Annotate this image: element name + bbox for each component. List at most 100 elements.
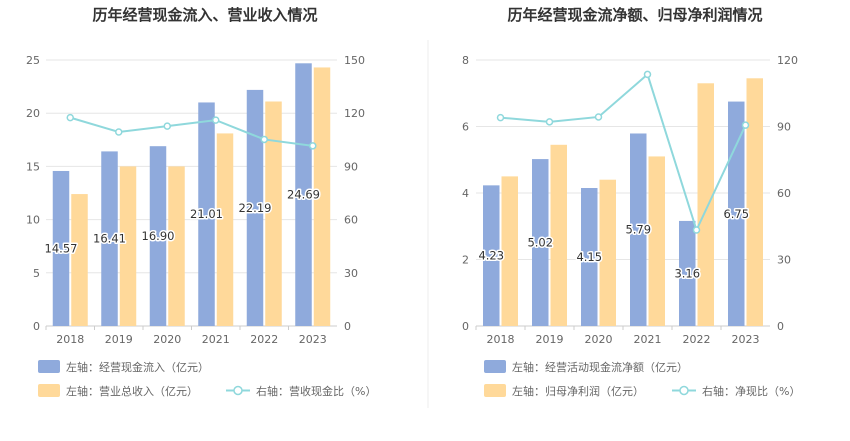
left-tick-label: 0 (462, 320, 469, 333)
legend-swatch-line-marker (679, 385, 689, 396)
ratio-point-2023 (309, 142, 317, 150)
bar-primary-2018 (483, 185, 500, 326)
right-tick-label: 120 (777, 54, 798, 67)
ratio-point-2020 (594, 113, 603, 121)
bar-primary-2019 (532, 159, 549, 326)
left-tick-label: 0 (33, 320, 40, 333)
legend-label-secondary: 左轴：归母净利润（亿元） (512, 384, 644, 398)
left-tick-label: 4 (462, 187, 469, 200)
right-tick-label: 0 (777, 320, 784, 333)
chart-panel-2: 历年经营现金流净额、归母净利润情况 0 2 4 6 8 0 30 60 90 120 2018 2019… (462, 6, 800, 398)
bar-primary-2020 (581, 188, 598, 326)
x-tick-label: 2020 (585, 333, 613, 346)
bar-secondary-2023 (746, 78, 763, 326)
bar-secondary-2022 (697, 83, 714, 327)
x-tick-label: 2022 (683, 333, 711, 346)
legend-swatch-secondary (484, 384, 506, 397)
bar-value-label: 5.79 (625, 223, 651, 237)
ratio-point-2020 (163, 122, 171, 130)
x-tick-label: 2018 (487, 333, 515, 346)
bar-value-label: 5.02 (527, 236, 553, 250)
ratio-point-2019 (545, 118, 554, 126)
bar-value-label: 24.69 (287, 188, 320, 202)
ratio-point-2019 (115, 128, 123, 136)
ratio-point-2023 (741, 121, 750, 129)
bar-secondary-2018 (501, 176, 518, 326)
bar-secondary-2018 (71, 194, 88, 326)
bar-value-label: 16.90 (142, 229, 175, 243)
right-tick-label: 30 (344, 267, 358, 280)
legend-swatch-primary (38, 360, 60, 373)
bar-primary-2023 (295, 63, 312, 326)
ratio-line (500, 72, 747, 233)
x-tick-label: 2021 (202, 333, 230, 346)
x-tick-label: 2023 (732, 333, 760, 346)
bar-secondary-2019 (119, 166, 137, 326)
ratio-point-2021 (212, 116, 220, 124)
right-tick-label: 90 (777, 121, 791, 134)
bar-secondary-2022 (265, 101, 282, 326)
bar-value-label: 6.75 (723, 207, 749, 221)
ratio-point-2018 (496, 113, 505, 122)
legend-swatch-primary (484, 360, 506, 373)
bar-primary-2022 (679, 220, 696, 326)
left-tick-label: 2 (462, 254, 469, 267)
x-tick-label: 2018 (56, 333, 84, 346)
bar-primary-2021 (630, 133, 647, 326)
legend-label-secondary: 左轴：营业总收入（亿元） (66, 384, 198, 398)
ratio-point-2018 (66, 113, 74, 122)
left-tick-label: 10 (26, 214, 40, 227)
right-tick-label: 30 (777, 254, 791, 267)
chart-panel-1: 历年经营现金流入、营业收入情况 0 5 10 15 20 25 0 30 60 90 120 150 20… (26, 6, 376, 398)
bar-secondary-2021 (648, 156, 665, 326)
x-tick-label: 2023 (299, 333, 327, 346)
bar-value-label: 3.16 (674, 266, 700, 280)
legend-swatch-line-marker (233, 385, 243, 396)
bar-value-label: 21.01 (190, 207, 223, 221)
bar-value-label: 16.41 (93, 232, 126, 246)
bar-primary-2021 (198, 102, 215, 326)
bar-primary-2018 (52, 170, 70, 326)
legend-label-primary: 左轴：经营现金流入（亿元） (66, 360, 209, 374)
legend-label-primary: 左轴：经营活动现金流净额（亿元） (512, 360, 688, 374)
chart-title: 历年经营现金流净额、归母净利润情况 (507, 6, 762, 24)
x-tick-label: 2020 (153, 333, 181, 346)
legend-swatch-secondary (38, 384, 60, 397)
right-tick-label: 0 (344, 320, 351, 333)
x-tick-label: 2019 (105, 333, 133, 346)
bar-secondary-2020 (599, 179, 616, 326)
x-tick-label: 2022 (250, 333, 278, 346)
bar-primary-2022 (246, 89, 264, 326)
left-tick-label: 8 (462, 54, 469, 67)
x-tick-label: 2019 (536, 333, 564, 346)
ratio-line (69, 116, 313, 147)
x-tick-label: 2021 (634, 333, 662, 346)
bar-secondary-2021 (216, 133, 234, 326)
ratio-point-2022 (692, 226, 701, 234)
bar-primary-2020 (149, 146, 167, 326)
ratio-point-2021 (643, 70, 652, 79)
legend-label-line: 右轴：净现比（%） (702, 384, 800, 398)
right-tick-label: 150 (344, 54, 365, 67)
left-tick-label: 25 (26, 54, 40, 67)
bar-value-label: 14.57 (45, 241, 78, 255)
legend-label-line: 右轴：营收现金比（%） (256, 384, 376, 398)
bar-value-label: 22.19 (239, 201, 272, 215)
left-tick-label: 6 (462, 121, 469, 134)
bar-value-label: 4.15 (576, 250, 602, 264)
chart-title: 历年经营现金流入、营业收入情况 (92, 6, 317, 24)
right-tick-label: 60 (777, 187, 791, 200)
right-tick-label: 120 (344, 107, 365, 120)
ratio-point-2022 (260, 135, 268, 144)
bar-secondary-2020 (168, 166, 185, 326)
bar-secondary-2019 (550, 144, 567, 326)
bar-primary-2023 (728, 101, 745, 326)
bar-primary-2019 (101, 151, 118, 326)
left-tick-label: 5 (33, 267, 40, 280)
left-tick-label: 20 (26, 107, 40, 120)
bar-value-label: 4.23 (478, 249, 504, 263)
right-tick-label: 90 (344, 160, 358, 173)
left-tick-label: 15 (26, 160, 40, 173)
